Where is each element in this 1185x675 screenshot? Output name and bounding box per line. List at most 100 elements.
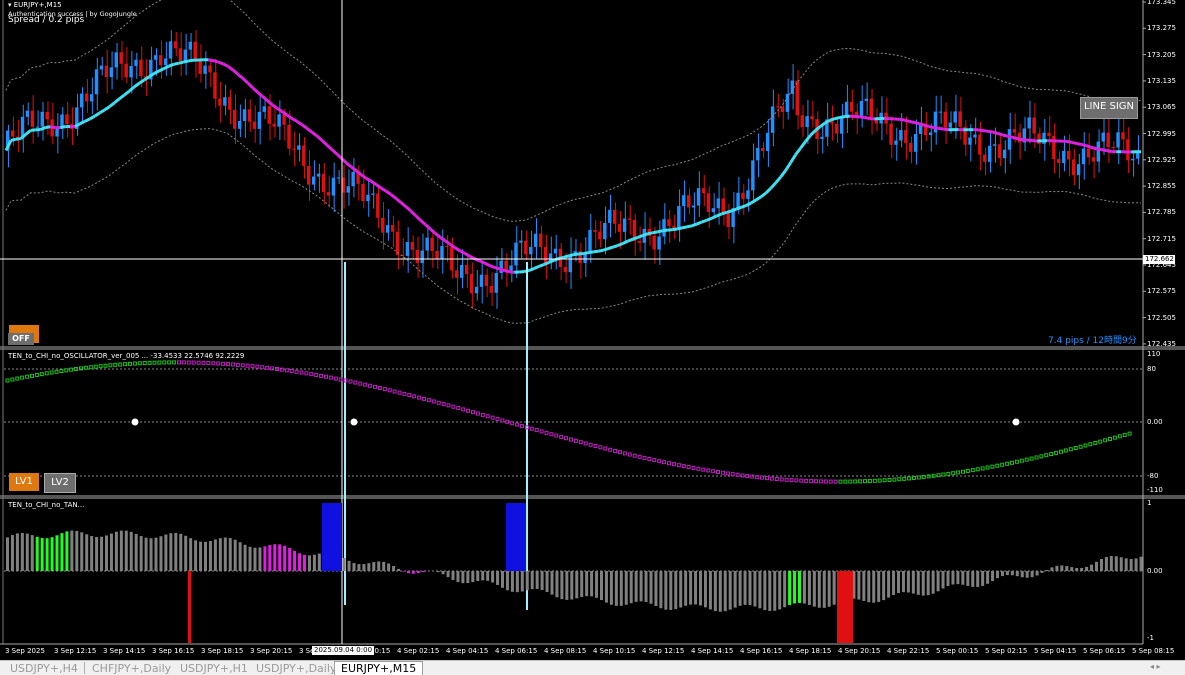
candle-body [65, 114, 68, 124]
moving-average-segment [1106, 151, 1111, 152]
oscillator-point [1040, 455, 1043, 458]
candle-body [771, 106, 774, 132]
moving-average-segment [272, 105, 277, 109]
candle-body [1062, 151, 1065, 163]
oscillator-point [609, 448, 612, 451]
candle-body [712, 208, 715, 212]
oscillator-tick-label: -80 [1147, 472, 1158, 480]
oscillator-point [731, 473, 734, 476]
time-tick-label: 4 Sep 12:15 [642, 647, 684, 655]
tab-usdjpy-h4[interactable]: USDJPY+,H4 [4, 662, 85, 674]
histogram-bar [892, 571, 895, 595]
moving-average-segment [638, 236, 643, 238]
candle-body [55, 128, 58, 136]
histogram-bar [46, 538, 49, 571]
candle-body [238, 121, 241, 129]
histogram-bar [224, 538, 227, 571]
symbol-title: ▾ EURJPY+,M15 [8, 1, 62, 9]
moving-average-segment [830, 119, 835, 121]
moving-average-segment [796, 148, 801, 155]
candle-body [213, 72, 216, 98]
candle-body [396, 232, 399, 255]
histogram-bar [461, 571, 464, 583]
tab-usdjpy-h1[interactable]: USDJPY+,H1 [174, 662, 255, 674]
histogram-bar [308, 555, 311, 571]
histogram-bar [971, 571, 974, 587]
oscillator-point [432, 400, 435, 403]
pips-info: 7.4 pips / 12時間9分 [1048, 333, 1137, 346]
oscillator-point [227, 363, 230, 366]
moving-average-segment [687, 226, 692, 227]
price-tick-label: 173.065 [1147, 103, 1176, 111]
time-tick-label: 3 Sep 2025 [5, 647, 45, 655]
histogram-bar [922, 571, 925, 596]
line-sign-button[interactable]: LINE SIGN [1080, 97, 1138, 119]
oscillator-point [212, 362, 215, 365]
oscillator-point [849, 480, 852, 483]
off-button[interactable]: OFF [8, 333, 34, 345]
histogram-bar [803, 571, 806, 604]
tab-chfjpy-daily[interactable]: CHFJPY+,Daily [86, 662, 178, 674]
candle-body [460, 265, 463, 278]
moving-average-segment [608, 247, 613, 249]
candle-body [554, 249, 557, 254]
oscillator-point [721, 471, 724, 474]
moving-average-segment [297, 122, 302, 125]
oscillator-point [143, 362, 146, 365]
candle-body [277, 114, 280, 126]
histogram-bar [595, 571, 598, 598]
histogram-bar [1120, 557, 1123, 571]
lv1-button[interactable]: LV1 [9, 473, 39, 491]
moving-average-segment [302, 125, 307, 129]
oscillator-point [1099, 440, 1102, 443]
candle-body [820, 137, 823, 139]
candle-body [682, 195, 685, 206]
dropdown-triangle-icon[interactable]: ▾ [8, 1, 12, 9]
moving-average-segment [618, 243, 623, 245]
moving-average-segment [425, 225, 430, 229]
moving-average-segment [223, 64, 228, 66]
candle-body [801, 115, 804, 127]
moving-average-segment [253, 88, 258, 93]
oscillator-point [1064, 449, 1067, 452]
tab-eurjpy-m15[interactable]: EURJPY+,M15 [334, 661, 423, 675]
histogram-bar [1016, 571, 1019, 576]
candle-body [761, 148, 764, 151]
histogram-bar [466, 571, 469, 583]
oscillator-point [682, 465, 685, 468]
histogram-bar [452, 571, 455, 580]
oscillator-point [530, 427, 533, 430]
histogram-bar [991, 571, 994, 581]
moving-average-segment [613, 246, 618, 248]
histogram-bar [714, 571, 717, 611]
lv2-button[interactable]: LV2 [44, 473, 76, 493]
histogram-bar [105, 535, 108, 571]
time-tick-label: 5 Sep 06:15 [1083, 647, 1125, 655]
moving-average-segment [712, 216, 717, 218]
candle-body [95, 69, 98, 94]
candle-body [993, 144, 996, 145]
tab-usdjpy-daily[interactable]: USDJPY+,Daily [250, 662, 343, 674]
moving-average-segment [682, 227, 687, 228]
histogram-bar [976, 571, 979, 587]
moving-average-segment [717, 214, 722, 216]
histogram-bar [729, 571, 732, 610]
candle-body [598, 232, 601, 240]
histogram-bar [897, 571, 900, 593]
moving-average-segment [124, 91, 129, 95]
oscillator-point [604, 447, 607, 450]
histogram-bar [551, 571, 554, 595]
candle-body [756, 148, 759, 160]
tab-scroll-arrows-icon[interactable]: ◂ ▸ [1150, 662, 1161, 671]
candle-body [322, 174, 325, 192]
histogram-bar [694, 571, 697, 604]
oscillator-point [903, 477, 906, 480]
candle-body [243, 109, 246, 121]
moving-average-segment [80, 121, 85, 123]
candle-body [317, 174, 320, 177]
moving-average-segment [840, 116, 845, 117]
moving-average-segment [1102, 150, 1107, 151]
oscillator-marker [1013, 419, 1020, 426]
moving-average-segment [139, 80, 144, 83]
